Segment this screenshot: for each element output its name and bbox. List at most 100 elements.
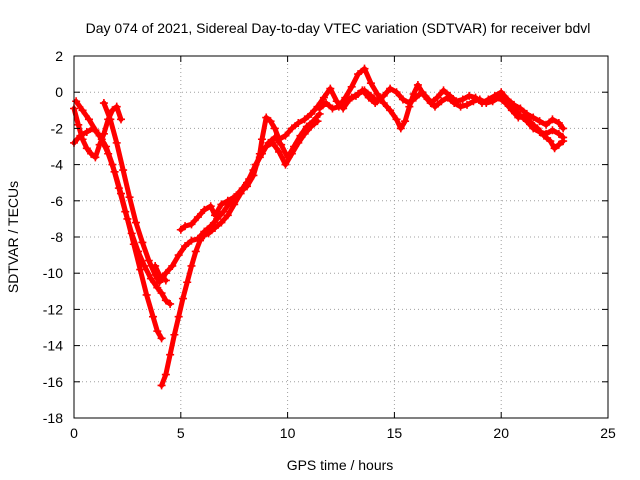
data-point bbox=[488, 97, 497, 106]
y-tick-label: -16 bbox=[43, 374, 63, 390]
data-point bbox=[230, 193, 239, 202]
data-point bbox=[119, 166, 128, 175]
data-point bbox=[153, 283, 162, 292]
data-point bbox=[236, 187, 245, 196]
data-point bbox=[443, 93, 452, 102]
data-point bbox=[78, 135, 87, 144]
data-point bbox=[161, 269, 170, 278]
data-point bbox=[104, 149, 113, 158]
series-track-2 bbox=[72, 97, 166, 343]
data-point bbox=[116, 115, 125, 124]
x-tick-label: 20 bbox=[493, 425, 509, 441]
data-point bbox=[300, 129, 309, 138]
data-point bbox=[535, 117, 544, 126]
data-point bbox=[112, 138, 121, 147]
data-point bbox=[243, 182, 252, 191]
data-point bbox=[277, 140, 286, 149]
data-point bbox=[554, 140, 563, 149]
x-tick-labels: 0 5 10 15 20 25 bbox=[70, 425, 616, 441]
data-point bbox=[151, 261, 160, 270]
y-tick-label: -12 bbox=[43, 301, 63, 317]
data-point bbox=[230, 200, 239, 209]
data-point bbox=[373, 97, 382, 106]
data-point bbox=[275, 135, 284, 144]
data-point bbox=[219, 207, 228, 216]
data-point bbox=[313, 117, 322, 126]
data-point bbox=[522, 117, 531, 126]
data-point bbox=[144, 256, 153, 265]
data-point bbox=[157, 289, 166, 298]
data-point bbox=[529, 124, 538, 133]
data-point bbox=[187, 261, 196, 270]
data-point bbox=[360, 64, 369, 73]
data-point bbox=[548, 115, 557, 124]
data-point bbox=[535, 128, 544, 137]
data-point bbox=[170, 330, 179, 339]
data-point bbox=[210, 223, 219, 232]
data-point bbox=[548, 126, 557, 135]
data-point bbox=[91, 126, 100, 135]
data-point bbox=[136, 265, 145, 274]
data-point bbox=[469, 97, 478, 106]
data-point bbox=[439, 86, 448, 95]
data-point bbox=[91, 153, 100, 162]
data-point bbox=[155, 271, 164, 280]
data-point bbox=[78, 106, 87, 115]
data-point bbox=[322, 99, 331, 108]
data-point bbox=[307, 109, 316, 118]
data-point bbox=[456, 102, 465, 111]
data-point bbox=[424, 95, 433, 104]
data-point bbox=[176, 225, 185, 234]
data-point bbox=[347, 82, 356, 91]
data-point bbox=[217, 218, 226, 227]
y-tick-label: -4 bbox=[51, 157, 64, 173]
y-tick-label: -8 bbox=[51, 229, 64, 245]
data-point bbox=[542, 120, 551, 129]
data-point bbox=[401, 117, 410, 126]
data-point bbox=[187, 220, 196, 229]
data-point bbox=[458, 95, 467, 104]
data-point bbox=[294, 118, 303, 127]
data-point bbox=[166, 350, 175, 359]
y-tick-labels: -18 -16 -14 -12 -10 -8 -6 -4 -2 0 2 bbox=[43, 48, 63, 426]
data-point bbox=[550, 144, 559, 153]
data-point bbox=[559, 133, 568, 142]
data-point bbox=[405, 99, 414, 108]
data-point bbox=[157, 381, 166, 390]
data-point bbox=[257, 135, 266, 144]
data-point bbox=[315, 104, 324, 113]
data-point bbox=[138, 238, 147, 247]
data-point bbox=[433, 93, 442, 102]
y-tick-label: -18 bbox=[43, 410, 63, 426]
data-point bbox=[191, 247, 200, 256]
data-point bbox=[354, 90, 363, 99]
series-track-5 bbox=[151, 261, 170, 285]
data-point bbox=[129, 240, 138, 249]
data-point bbox=[307, 122, 316, 131]
data-point bbox=[187, 236, 196, 245]
data-point bbox=[554, 129, 563, 138]
data-point bbox=[183, 278, 192, 287]
data-point bbox=[463, 100, 472, 109]
data-point bbox=[210, 211, 219, 220]
data-point bbox=[155, 278, 164, 287]
data-point bbox=[82, 144, 91, 153]
data-point bbox=[181, 222, 190, 231]
data-point bbox=[287, 124, 296, 133]
data-point bbox=[193, 213, 202, 222]
data-point bbox=[131, 218, 140, 227]
data-point bbox=[157, 334, 166, 343]
data-point bbox=[392, 88, 401, 97]
data-point bbox=[559, 124, 568, 133]
data-point bbox=[174, 312, 183, 321]
data-point bbox=[546, 137, 555, 146]
data-point bbox=[206, 202, 215, 211]
data-point bbox=[392, 115, 401, 124]
data-point bbox=[510, 104, 519, 113]
data-point bbox=[347, 93, 356, 102]
data-point bbox=[262, 142, 271, 151]
data-point bbox=[328, 104, 337, 113]
data-point bbox=[379, 99, 388, 108]
